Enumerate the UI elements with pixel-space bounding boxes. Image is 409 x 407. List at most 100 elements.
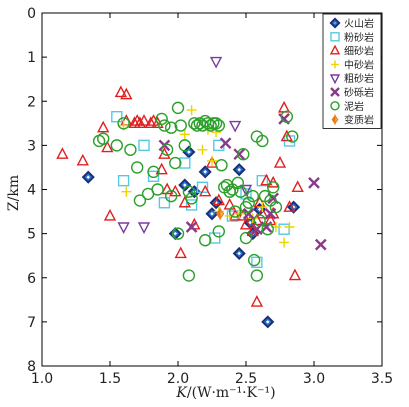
data-point [147, 170, 160, 182]
data-point [160, 143, 174, 156]
series-halfdiamond [216, 207, 225, 221]
legend-marker-outer [329, 17, 341, 29]
data-point [182, 269, 196, 282]
data-point [232, 246, 246, 261]
y-tick-label: 4 [27, 183, 36, 199]
data-point [269, 200, 283, 214]
data-point [117, 222, 130, 235]
data-point [273, 156, 287, 168]
data-point [164, 121, 178, 134]
data-point-inner [212, 199, 220, 207]
data-point [215, 159, 228, 172]
y-tick-label: 5 [27, 227, 36, 243]
legend-label: 泥岩 [344, 100, 364, 113]
data-point [228, 208, 242, 221]
legend-marker [330, 101, 340, 111]
legend-marker [330, 32, 340, 42]
data-point-outer [232, 163, 246, 177]
data-point [117, 174, 130, 187]
data-point [169, 156, 182, 170]
legend-marker [331, 60, 339, 69]
data-point [280, 110, 293, 123]
data-point-outer [168, 227, 182, 241]
data-point [179, 157, 191, 169]
data-point-half [219, 207, 225, 221]
x-axis-title-unit: /(W·m⁻¹·K⁻¹) [187, 385, 276, 401]
data-point [280, 129, 293, 142]
axis-labels: K/(W·m⁻¹·K⁻¹) Z/km [6, 175, 276, 401]
data-point [199, 184, 212, 197]
data-point [205, 207, 219, 221]
legend-label: 变质岩 [344, 114, 374, 127]
legend-marker [329, 17, 341, 29]
y-tick-label: 7 [27, 315, 36, 331]
data-point [103, 208, 117, 221]
data-point [174, 246, 187, 259]
data-point [209, 117, 223, 130]
data-point [120, 87, 133, 100]
data-point [219, 137, 232, 150]
data-point [155, 162, 168, 175]
data-point [186, 105, 197, 116]
data-point [111, 110, 123, 123]
data-point [234, 208, 245, 219]
data-point-outer [205, 207, 219, 221]
y-tick-label: 6 [27, 271, 36, 287]
data-point [223, 197, 236, 210]
data-point [231, 176, 245, 190]
data-point-outer [198, 165, 212, 179]
data-point-inner [235, 250, 243, 257]
data-point [56, 147, 69, 159]
legend-item: 变质岩 [331, 114, 374, 127]
data-point [257, 202, 268, 213]
data-point [246, 189, 260, 203]
data-point [212, 193, 225, 206]
data-point [81, 170, 95, 184]
data-point [158, 147, 171, 159]
data-point-inner [235, 166, 243, 174]
legend-item: 粗砂岩 [329, 72, 374, 85]
data-point-outer [209, 196, 223, 210]
data-point [147, 165, 160, 179]
legend-marker [331, 114, 339, 126]
data-point [120, 114, 133, 126]
data-point [197, 144, 208, 155]
data-point [182, 185, 196, 198]
legend-label: 粗砂岩 [344, 72, 374, 85]
data-point [137, 222, 151, 235]
data-point [133, 194, 147, 207]
legend-marker [329, 44, 341, 55]
legend-item: 泥岩 [330, 100, 364, 113]
legend-item: 细砂岩 [329, 44, 374, 58]
data-point [261, 315, 275, 329]
legend-item: 中砂岩 [331, 58, 374, 71]
data-point [233, 148, 246, 161]
data-point-inner [208, 210, 216, 218]
data-point [256, 174, 269, 187]
data-point [158, 119, 171, 132]
data-point [308, 177, 320, 189]
data-point [185, 221, 198, 233]
y-tick-label: 2 [27, 94, 36, 110]
data-point [209, 56, 223, 69]
x-tick-label: 1.0 [31, 371, 53, 387]
data-point [178, 139, 192, 152]
legend-marker [330, 87, 340, 97]
data-point [284, 222, 295, 233]
data-point [171, 227, 185, 240]
data-point [138, 139, 150, 152]
data-point [198, 234, 212, 247]
legend-label: 粉砂岩 [344, 31, 374, 44]
data-point [253, 214, 266, 227]
data-point [96, 132, 110, 145]
data-point [283, 200, 296, 212]
data-point [314, 238, 327, 251]
data-point [234, 185, 247, 198]
x-tick-label: 2.5 [235, 371, 257, 387]
data-point-inner [201, 168, 209, 176]
data-point [286, 130, 299, 143]
data-point [237, 147, 250, 161]
data-point [232, 163, 246, 177]
data-point [267, 181, 280, 194]
legend-item: 粉砂岩 [330, 31, 374, 44]
